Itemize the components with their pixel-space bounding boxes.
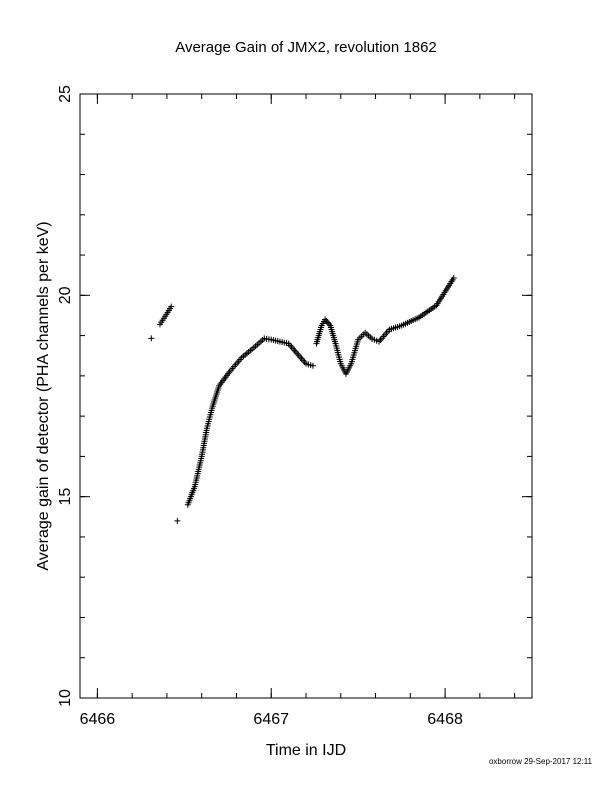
data-point	[148, 335, 155, 342]
data-points	[148, 275, 457, 524]
x-tick-label: 6468	[427, 711, 463, 728]
y-tick-label: 10	[57, 689, 74, 707]
y-tick-label: 25	[57, 85, 74, 103]
axis-ticks	[80, 93, 532, 699]
chart-title: Average Gain of JMX2, revolution 1862	[175, 39, 437, 56]
tick-labels: 6466 6467 6468 10 15 20 25	[57, 85, 463, 728]
data-point	[174, 517, 181, 524]
data-point	[168, 303, 175, 310]
footer-stamp: oxborrow 29-Sep-2017 12:11	[488, 757, 592, 766]
x-tick-label: 6466	[80, 711, 116, 728]
y-axis-label: Average gain of detector (PHA channels p…	[35, 221, 52, 570]
data-point	[309, 362, 316, 369]
x-axis-label: Time in IJD	[266, 742, 346, 759]
y-tick-label: 20	[57, 286, 74, 304]
x-tick-label: 6467	[253, 711, 289, 728]
data-point	[324, 319, 331, 326]
data-point	[450, 275, 457, 282]
plot-frame	[79, 93, 533, 699]
y-tick-label: 15	[57, 488, 74, 506]
